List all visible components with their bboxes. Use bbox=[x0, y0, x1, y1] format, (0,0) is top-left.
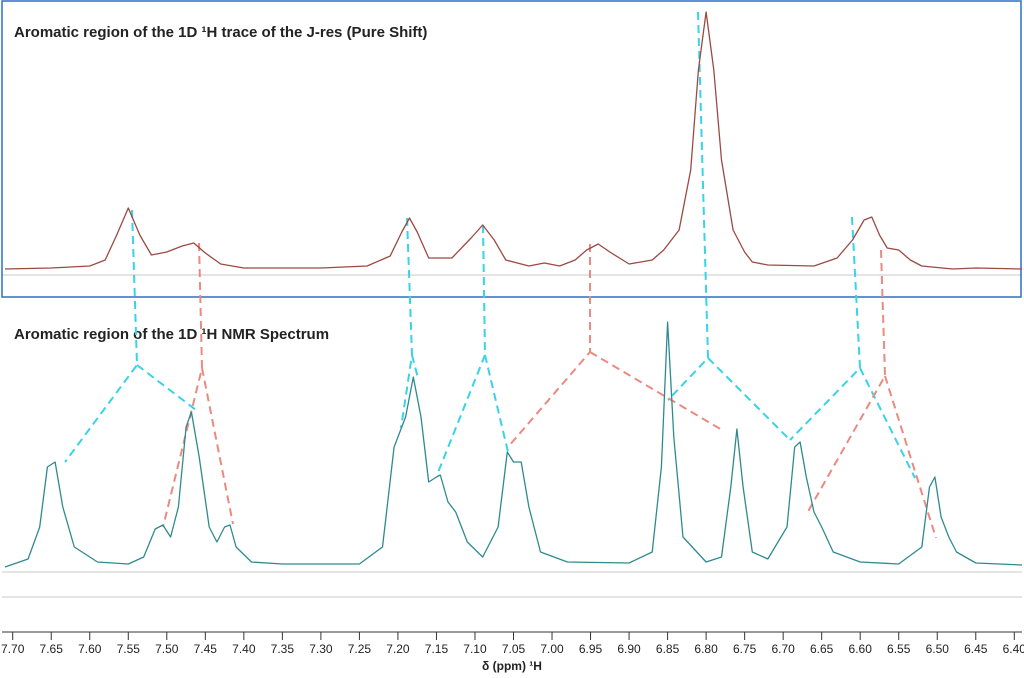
x-tick-label: 7.10 bbox=[463, 642, 487, 656]
x-tick-label: 6.70 bbox=[771, 642, 795, 656]
spectrum-trace bbox=[4, 321, 1023, 568]
x-tick-label: 7.60 bbox=[78, 642, 102, 656]
x-tick-label: 7.25 bbox=[348, 642, 372, 656]
x-tick-label: 7.50 bbox=[155, 642, 179, 656]
x-tick-label: 6.65 bbox=[810, 642, 834, 656]
x-tick-label: 7.40 bbox=[232, 642, 256, 656]
x-tick-label: 6.40 bbox=[1003, 642, 1024, 656]
x-tick-label: 7.00 bbox=[540, 642, 564, 656]
x-tick-label: 6.90 bbox=[617, 642, 641, 656]
x-tick-label: 6.55 bbox=[887, 642, 911, 656]
panel-title: Aromatic region of the 1D ¹H NMR Spectru… bbox=[14, 326, 329, 343]
panel-title: Aromatic region of the 1D ¹H trace of th… bbox=[14, 24, 427, 41]
x-tick-label: 6.85 bbox=[656, 642, 680, 656]
x-tick-label: 7.65 bbox=[40, 642, 64, 656]
panel-frame bbox=[1, 0, 1022, 298]
x-tick-label: 7.45 bbox=[194, 642, 218, 656]
x-tick-label: 7.35 bbox=[271, 642, 295, 656]
x-tick-label: 7.05 bbox=[502, 642, 526, 656]
x-tick-label: 6.45 bbox=[964, 642, 988, 656]
x-tick-label: 7.70 bbox=[1, 642, 25, 656]
x-tick-label: 6.80 bbox=[694, 642, 718, 656]
x-tick-label: 7.55 bbox=[117, 642, 141, 656]
x-tick-label: 6.95 bbox=[579, 642, 603, 656]
spectrum-trace bbox=[4, 11, 1023, 270]
x-tick-label: 7.20 bbox=[386, 642, 410, 656]
x-axis-label: δ (ppm) ¹H bbox=[482, 659, 542, 673]
correlation-lines bbox=[64, 11, 937, 539]
x-tick-label: 6.50 bbox=[926, 642, 950, 656]
x-tick-label: 7.15 bbox=[425, 642, 449, 656]
x-tick-label: 6.75 bbox=[733, 642, 757, 656]
x-tick-label: 6.60 bbox=[849, 642, 873, 656]
x-tick-label: 7.30 bbox=[309, 642, 333, 656]
